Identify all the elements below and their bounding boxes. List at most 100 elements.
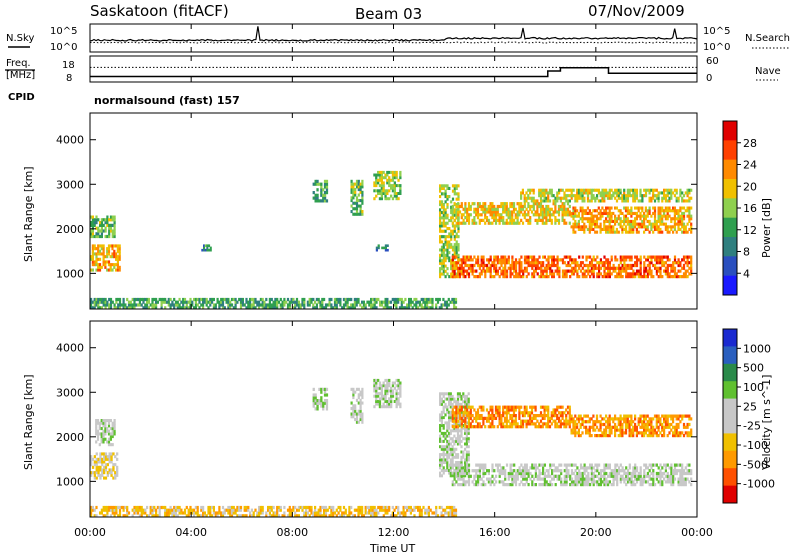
beam-label: Beam 03	[355, 5, 422, 23]
y-tick-label: 3000	[56, 386, 84, 399]
velocity-panel: 4000 3000 2000 1000 Slant Range [km]	[22, 320, 698, 518]
site-title: Saskatoon (fitACF)	[90, 2, 229, 20]
x-axis-label: Time UT	[369, 542, 415, 554]
colorbar-cell	[723, 485, 737, 504]
colorbar-cell	[723, 433, 737, 452]
echo-region	[312, 179, 329, 203]
y-tick-label: 1000	[56, 267, 84, 280]
nsearch-tick-bottom: 10^0	[703, 42, 730, 53]
echo-region	[350, 179, 364, 216]
date-label: 07/Nov/2009	[588, 2, 685, 20]
echo-region	[90, 215, 116, 239]
freq-tick-top: 18	[62, 60, 75, 71]
noise-panel: N.Sky 10^5 10^0 10^5 10^0 N.Search	[6, 23, 790, 53]
freq-label: Freq.	[6, 58, 31, 69]
echo-region	[451, 202, 571, 225]
echo-region	[520, 188, 693, 203]
nave-tick-bottom: 0	[706, 73, 712, 84]
y-tick-label: 1000	[56, 475, 84, 488]
velocity-colorbar-label: Velocity [m s^-1]	[760, 375, 773, 470]
nave-label: Nave	[755, 66, 781, 77]
colorbar-tick-label: 8	[743, 246, 750, 259]
colorbar-cell	[723, 198, 737, 218]
nsearch-line	[89, 41, 698, 44]
colorbar-cell	[723, 450, 737, 469]
colorbar-tick-label: 4	[743, 267, 750, 280]
colorbar-cell	[723, 275, 737, 296]
echo-region	[451, 405, 571, 429]
power-colorbar: 28 24 20 16 12 8 4 Power [dB]	[722, 120, 773, 296]
colorbar-cell	[723, 468, 737, 486]
nsky-tick-top: 10^5	[50, 26, 77, 37]
colorbar-tick-label: 24	[743, 159, 757, 172]
freq-tick-bottom: 8	[66, 73, 72, 84]
noise-lines	[89, 26, 698, 44]
colorbar-tick-label: 25	[743, 400, 757, 413]
echo-region	[90, 452, 119, 480]
x-axis-ticks: 00:00 04:00 08:00 12:00 16:00 20:00 00:00	[74, 24, 713, 539]
nsky-tick-bottom: 10^0	[50, 42, 77, 53]
colorbar-tick-label: -1000	[743, 478, 775, 491]
echo-region	[570, 206, 693, 234]
echo-region	[90, 244, 121, 272]
colorbar-cell	[723, 416, 737, 434]
colorbar-cell	[723, 179, 737, 199]
y-tick-label: 3000	[56, 178, 84, 191]
nave-tick-top: 60	[706, 56, 719, 67]
colorbar-tick-label: 100	[743, 381, 764, 394]
colorbar-cell	[723, 363, 737, 382]
colorbar-tick-label: 28	[743, 137, 757, 150]
x-tick-label: 00:00	[74, 526, 106, 539]
cpid-value: normalsound (fast) 157	[94, 94, 240, 107]
freq-panel: Freq. [MHz] 18 8 60 0 Nave	[5, 55, 781, 84]
echo-region	[451, 463, 693, 487]
colorbar-cell	[723, 159, 737, 180]
colorbar-tick-label: -25	[743, 420, 761, 433]
colorbar-cell	[723, 381, 737, 399]
freq-unit-label: [MHz]	[6, 70, 35, 81]
velocity-echoes	[90, 378, 693, 518]
y-tick-label: 2000	[56, 431, 84, 444]
freq-lines	[90, 66, 697, 78]
colorbar-cell	[723, 217, 737, 238]
x-tick-label: 16:00	[479, 526, 511, 539]
echo-region	[95, 419, 116, 447]
freq-line	[90, 66, 697, 78]
echo-region	[451, 255, 693, 279]
power-colorbar-label: Power [dB]	[760, 198, 773, 258]
colorbar-tick-label: 12	[743, 224, 757, 237]
velocity-colorbar: 1000 500 100 25 -25 -100 -500 -1000 Velocity [m…	[722, 328, 775, 504]
colorbar-cell	[723, 346, 737, 365]
colorbar-cell	[723, 256, 737, 276]
colorbar-cell	[723, 398, 737, 417]
colorbar-cell	[723, 121, 737, 141]
y-tick-label: 4000	[56, 134, 84, 147]
echo-region	[375, 244, 389, 252]
nsky-label: N.Sky	[6, 33, 34, 44]
x-tick-label: 20:00	[580, 526, 612, 539]
x-tick-label: 00:00	[681, 526, 713, 539]
y-tick-label: 2000	[56, 223, 84, 236]
velocity-y-ticks: 4000 3000 2000 1000	[56, 342, 697, 488]
echo-region	[90, 505, 458, 518]
nsky-line	[89, 26, 698, 42]
x-tick-label: 08:00	[276, 526, 308, 539]
nsearch-label: N.Search	[745, 33, 790, 44]
y-tick-label: 4000	[56, 342, 84, 355]
colorbar-tick-label: -500	[743, 458, 768, 471]
power-y-ticks: 4000 3000 2000 1000	[56, 134, 697, 280]
colorbar-cell	[723, 140, 737, 160]
colorbar-tick-label: 20	[743, 180, 757, 193]
x-tick-label: 12:00	[378, 526, 410, 539]
colorbar-cell	[723, 329, 737, 347]
x-tick-label: 04:00	[175, 526, 207, 539]
echo-region	[373, 170, 402, 201]
colorbar-tick-label: 1000	[743, 342, 771, 355]
cpid-label: CPID	[8, 92, 35, 103]
echo-region	[570, 414, 693, 438]
velocity-ylabel: Slant Range [km]	[22, 374, 35, 470]
echo-region	[201, 244, 212, 252]
echo-region	[373, 378, 402, 409]
colorbar-tick-label: -100	[743, 439, 768, 452]
